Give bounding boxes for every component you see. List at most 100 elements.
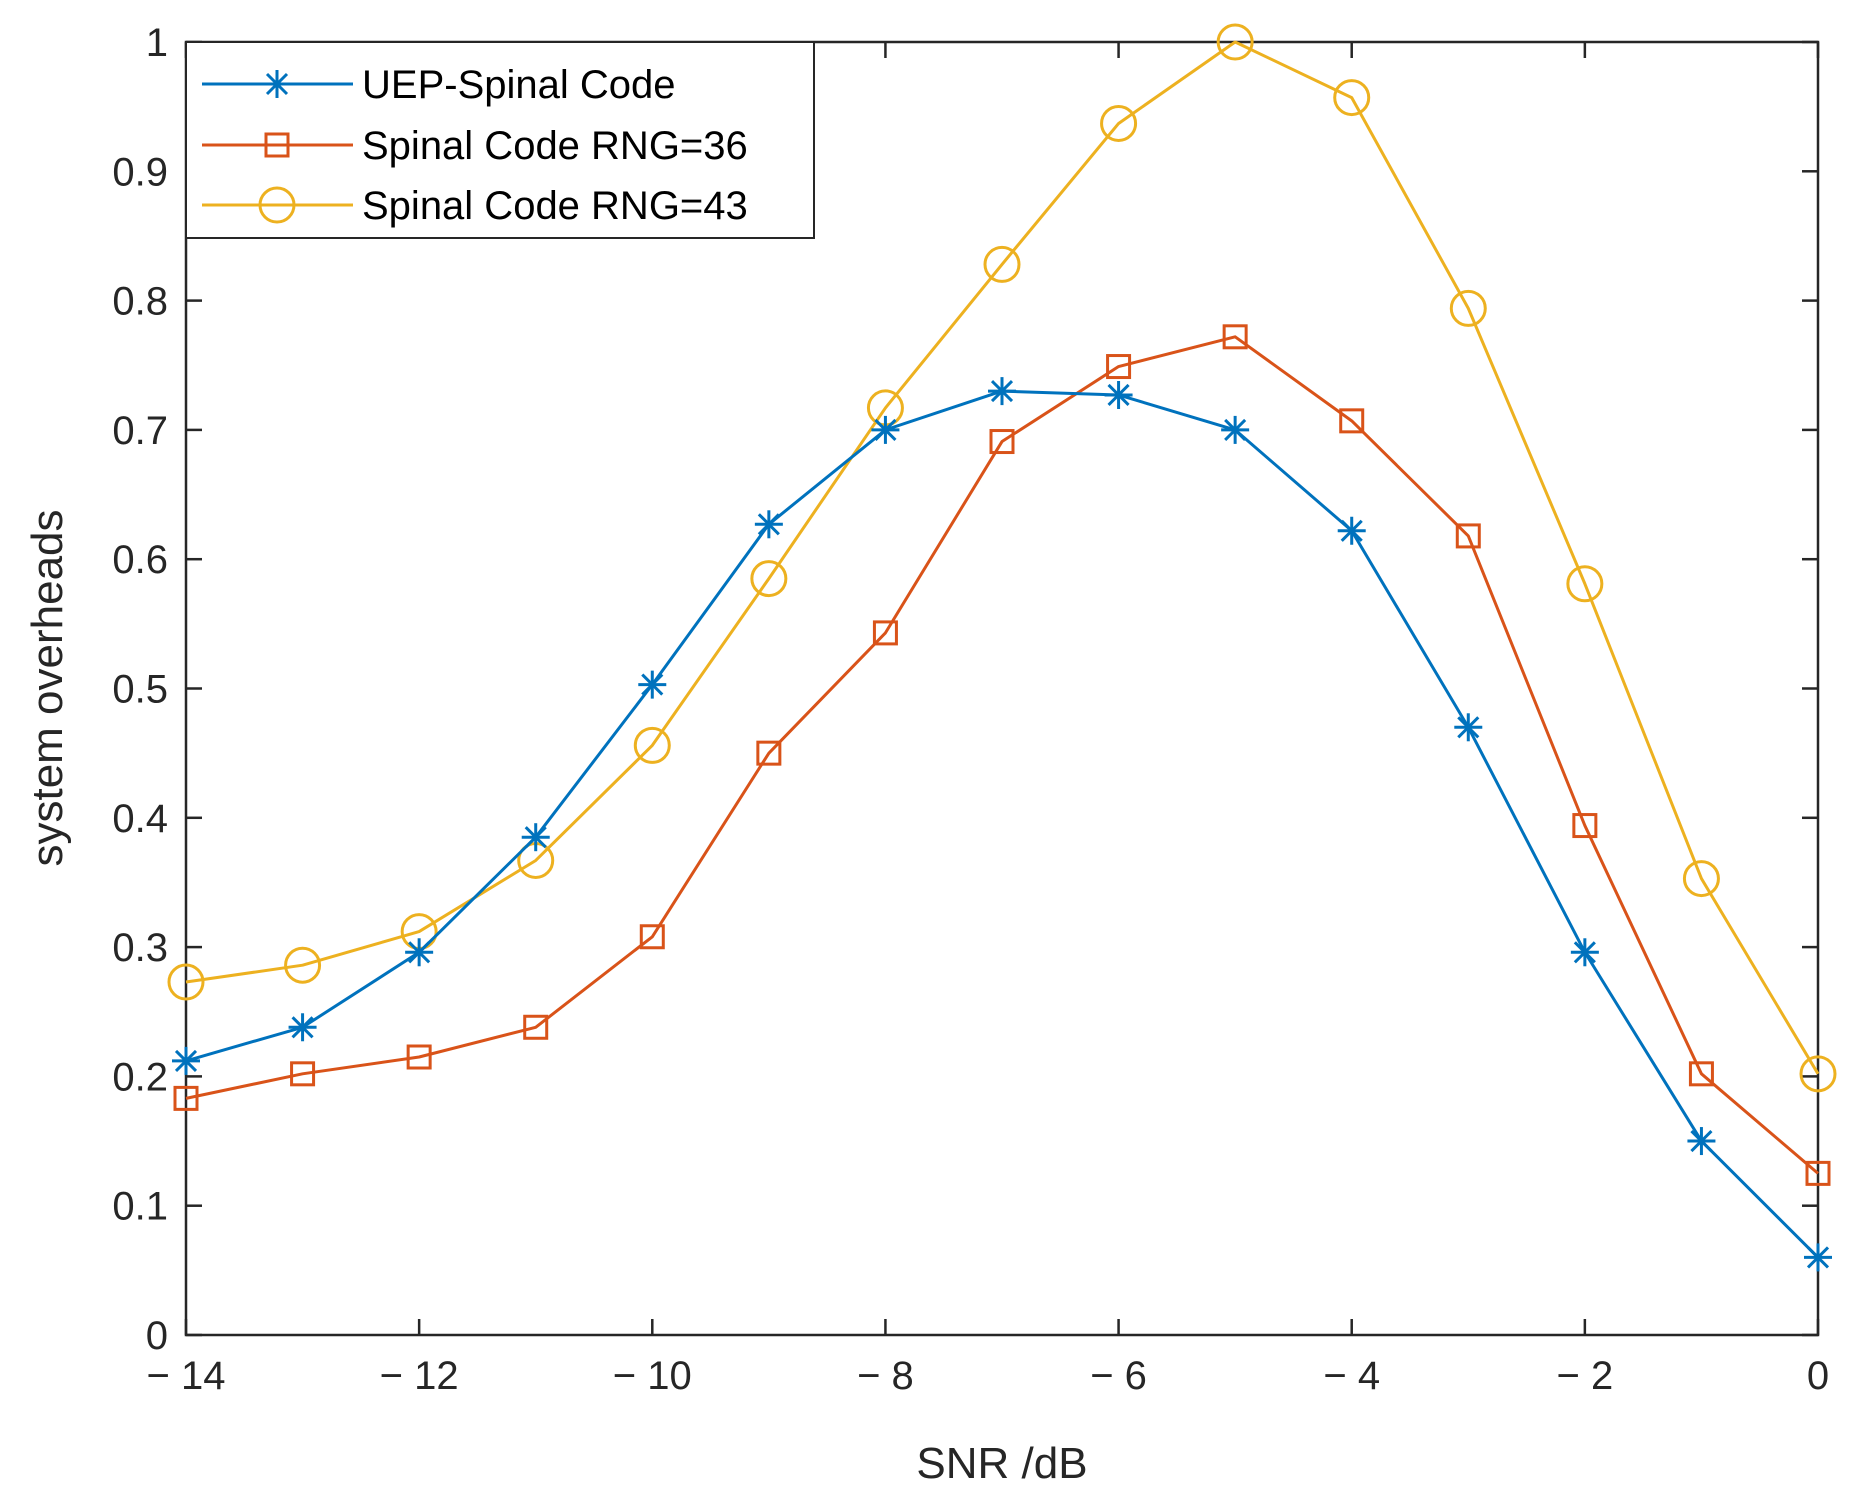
x-tick-label: − 4 <box>1323 1354 1380 1398</box>
circle-marker-shape <box>1799 1055 1837 1093</box>
circle-marker-shape <box>1682 860 1720 898</box>
series-spinal-code-rng-36 <box>173 324 1831 1186</box>
data-point <box>523 1014 549 1040</box>
asterisk-stroke <box>1573 941 1596 964</box>
data-point <box>1221 415 1250 444</box>
asterisk-stroke <box>1224 418 1247 441</box>
data-point <box>989 429 1015 455</box>
square-marker-shape <box>264 132 290 158</box>
legend-marker <box>264 132 290 158</box>
legend-entry-spinal-code-rng-36: Spinal Code RNG=36 <box>202 124 748 168</box>
series-line <box>185 40 1820 1075</box>
data-point <box>1570 938 1599 967</box>
x-tick-label: − 10 <box>613 1354 692 1398</box>
y-tick-label: 0.6 <box>112 538 168 582</box>
circle-marker-shape <box>633 726 671 764</box>
data-point <box>1455 523 1481 549</box>
square-marker-shape <box>1106 354 1132 380</box>
axis-tick-labels: − 14 − 12 − 10 − 8 − 6 − 4 − 2 0 0 0.1 0.2 0.3 0.4 0.… <box>112 21 1829 1398</box>
asterisk-stroke <box>641 673 664 696</box>
y-tick-label: 0.1 <box>112 1185 168 1229</box>
square-marker-shape <box>1455 523 1481 549</box>
data-point <box>988 377 1016 406</box>
data-point <box>1454 713 1483 742</box>
circle-marker-shape <box>1566 565 1604 603</box>
square-marker-shape <box>639 924 665 950</box>
data-point <box>756 740 782 766</box>
data-point <box>1449 289 1487 327</box>
y-tick-label: 0.7 <box>112 409 168 453</box>
square-marker-shape <box>989 429 1015 455</box>
circle-marker-shape <box>1100 104 1138 142</box>
square-marker-shape <box>1688 1061 1714 1087</box>
x-tick-label: − 14 <box>147 1354 226 1398</box>
data-point <box>172 1046 200 1075</box>
data-point <box>1216 23 1254 61</box>
axes-box <box>184 40 1820 1337</box>
data-point <box>871 415 900 444</box>
data-point <box>1333 79 1371 117</box>
y-tick-label: 0.4 <box>112 797 168 841</box>
x-tick-label: 0 <box>1807 1354 1829 1398</box>
x-tick-label: − 2 <box>1556 1354 1613 1398</box>
y-tick-label: 0.2 <box>112 1055 168 1099</box>
asterisk-stroke <box>174 1049 198 1072</box>
asterisk-stroke <box>1806 1246 1830 1269</box>
data-point <box>1799 1055 1837 1093</box>
data-point <box>1339 408 1365 434</box>
data-point <box>633 726 671 764</box>
x-axis-title: SNR /dB <box>916 1439 1087 1488</box>
data-point <box>1106 354 1132 380</box>
data-point <box>1688 1061 1714 1087</box>
square-marker-shape <box>1339 408 1365 434</box>
data-point <box>1222 324 1248 350</box>
square-marker-shape <box>756 740 782 766</box>
circle-marker-shape <box>1333 79 1371 117</box>
series-layer <box>167 23 1837 1272</box>
legend: UEP-Spinal Code Spinal Code RNG=36 Spinal … <box>185 41 815 239</box>
plot-area <box>184 40 1820 1337</box>
data-point <box>405 938 434 967</box>
legend-label: Spinal Code RNG=36 <box>362 124 748 168</box>
y-tick-label: 0.3 <box>112 926 168 970</box>
data-point <box>983 245 1021 283</box>
x-tick-label: − 8 <box>857 1354 914 1398</box>
data-point <box>521 823 550 852</box>
data-point <box>1682 860 1720 898</box>
legend-marker <box>263 70 291 98</box>
series-line <box>185 335 1819 1175</box>
data-point <box>1687 1127 1716 1156</box>
y-tick-label: 0.8 <box>112 280 168 324</box>
asterisk-stroke <box>1340 519 1363 542</box>
legend-entry-spinal-code-rng-43: Spinal Code RNG=43 <box>202 184 748 228</box>
data-point <box>173 1085 199 1111</box>
asterisk-stroke <box>1457 716 1480 739</box>
data-point <box>284 946 322 984</box>
square-marker-shape <box>872 620 898 646</box>
legend-entry-uep-spinal-code: UEP-Spinal Code <box>202 63 676 107</box>
data-point <box>1104 380 1133 409</box>
y-tick-label: 1 <box>146 21 168 65</box>
circle-marker-shape <box>983 245 1021 283</box>
y-axis-title: system overheads <box>23 509 72 866</box>
square-marker-shape <box>1572 813 1598 839</box>
data-point <box>288 1013 317 1042</box>
circle-marker-shape <box>284 946 322 984</box>
data-point <box>1804 1243 1832 1272</box>
circle-marker-shape <box>1216 23 1254 61</box>
circle-marker-shape <box>167 963 205 1001</box>
data-point <box>1100 104 1138 142</box>
asterisk-stroke <box>990 380 1014 403</box>
x-tick-label: − 12 <box>380 1354 459 1398</box>
asterisk-stroke <box>757 513 780 536</box>
square-marker-shape <box>1222 324 1248 350</box>
data-point <box>638 670 667 699</box>
square-marker-shape <box>523 1014 549 1040</box>
square-marker-shape <box>173 1085 199 1111</box>
data-point <box>1572 813 1598 839</box>
square-marker-shape <box>290 1061 316 1087</box>
series-uep-spinal-code <box>172 377 1832 1272</box>
data-point <box>406 1044 432 1070</box>
legend-label: UEP-Spinal Code <box>362 63 676 107</box>
